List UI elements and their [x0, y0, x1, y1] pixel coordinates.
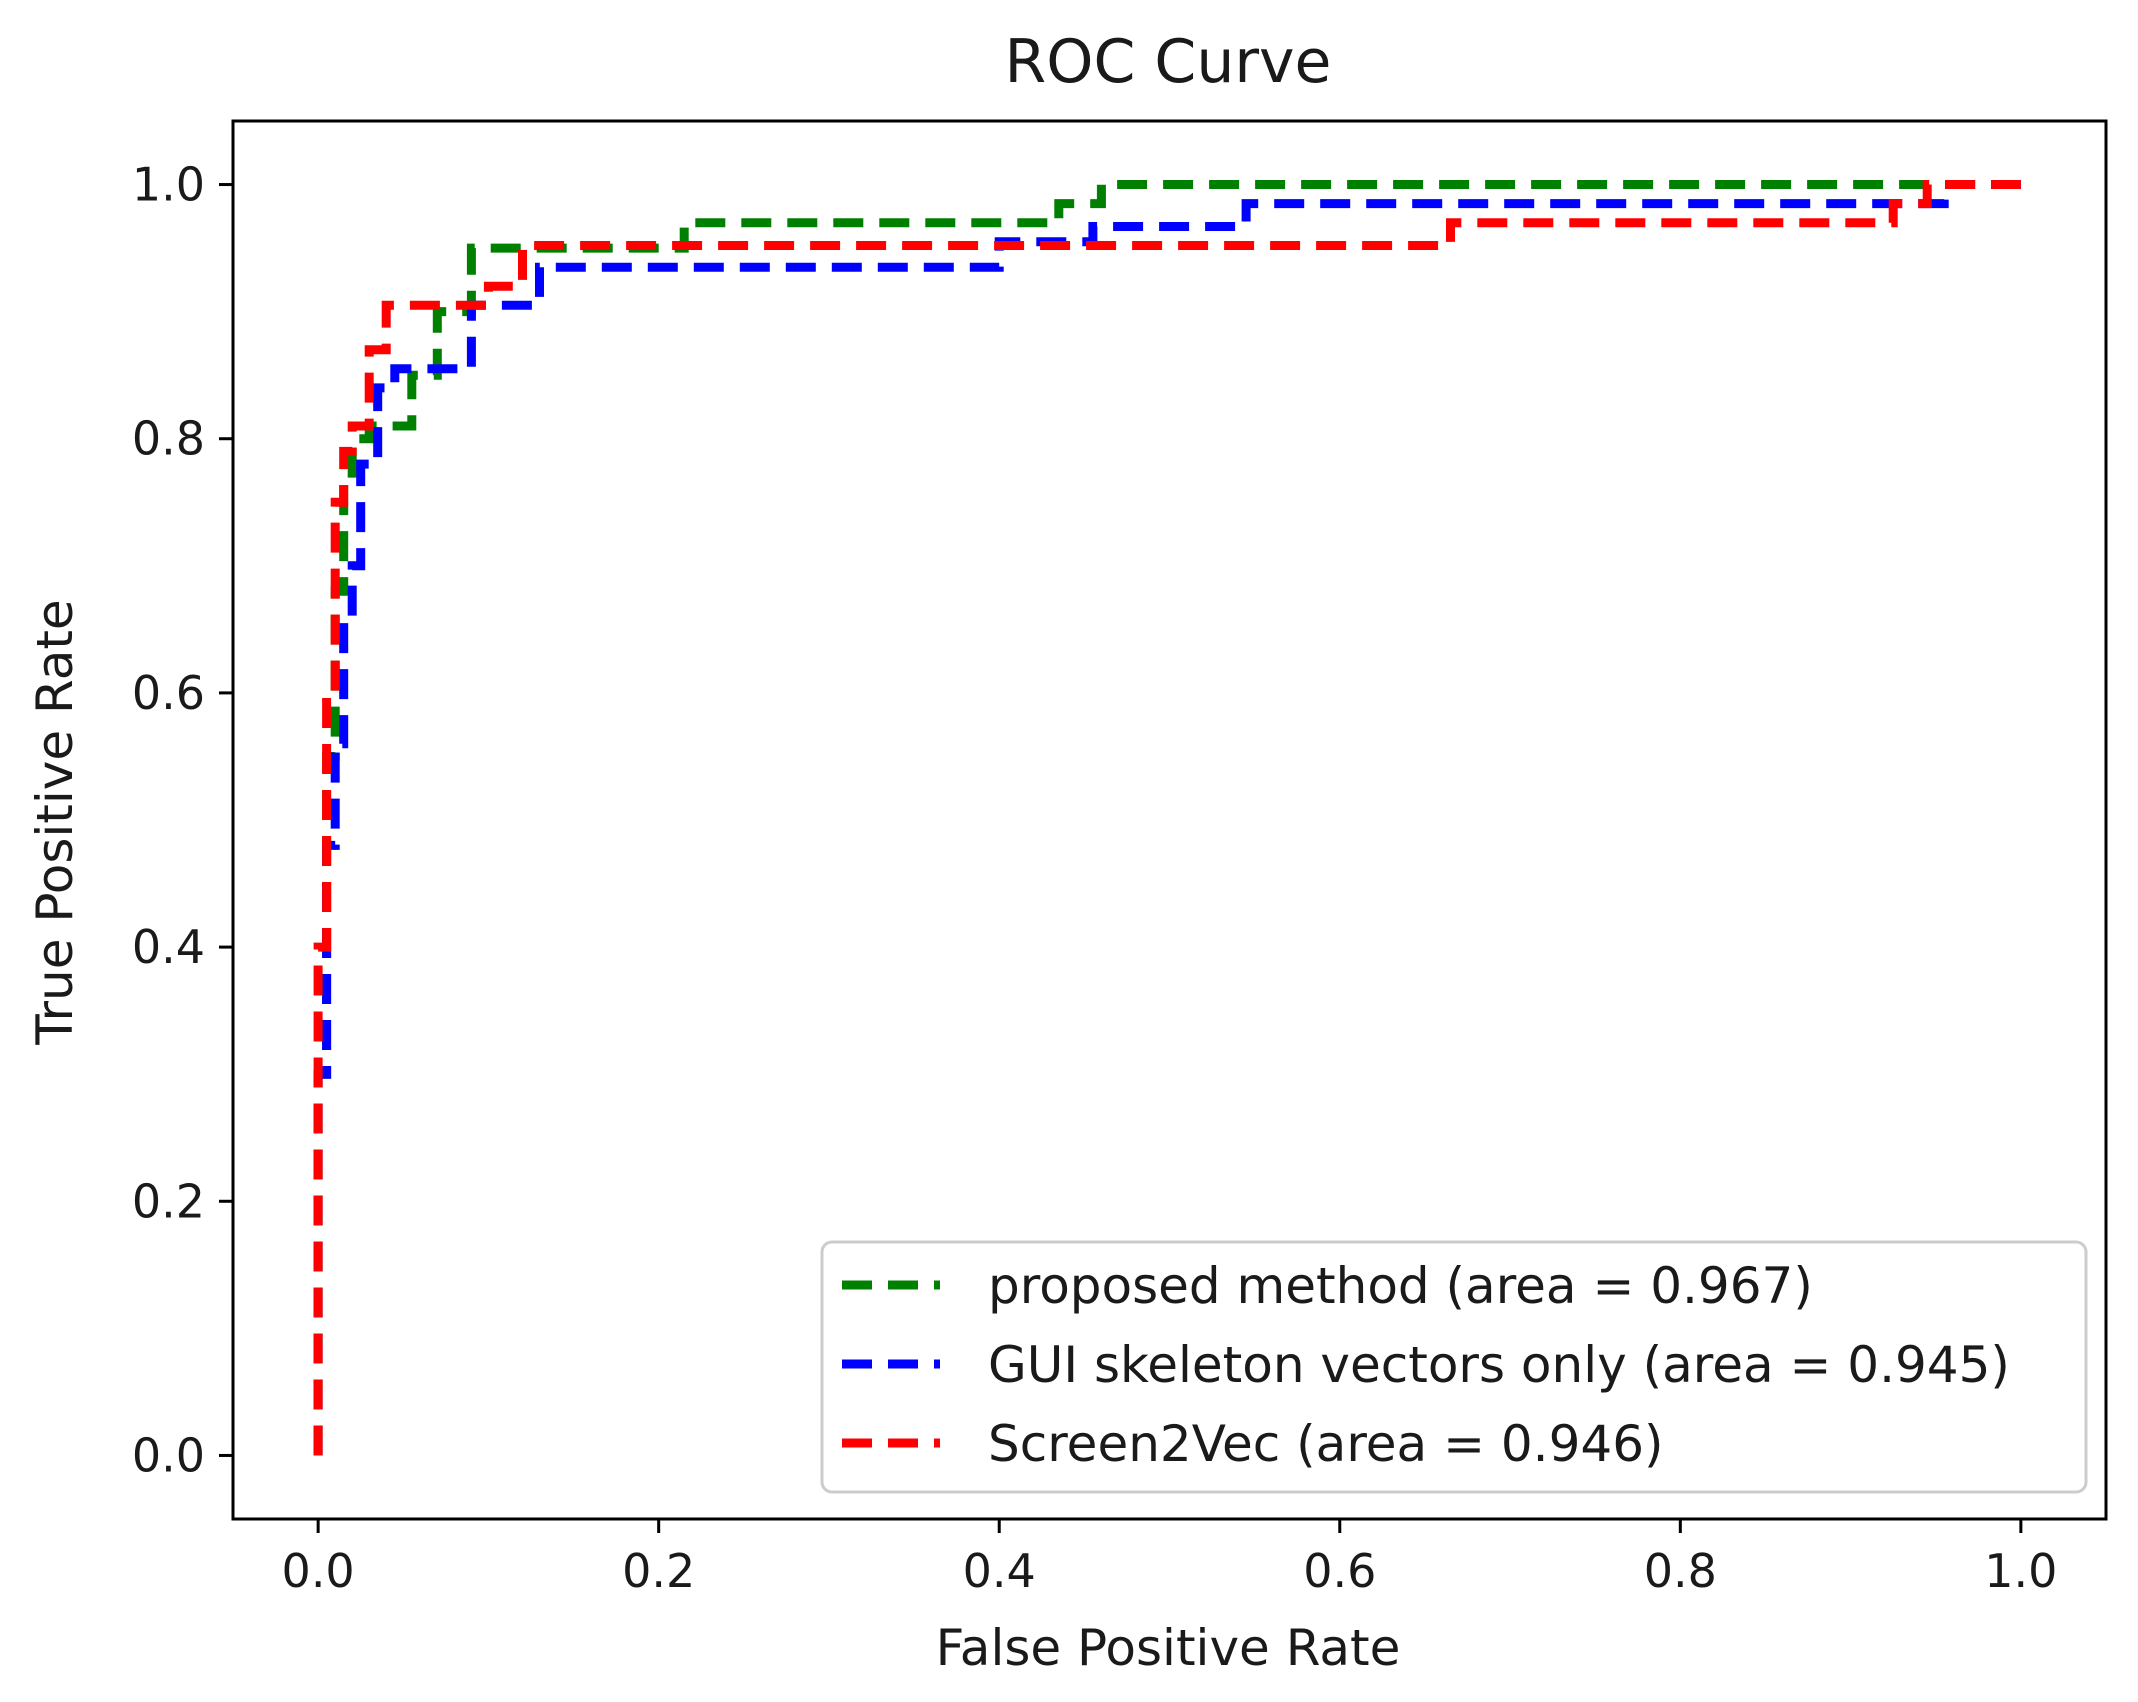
- series-line-2: [313, 180, 2021, 1456]
- legend: proposed method (area = 0.967) GUI skelet…: [820, 1240, 2088, 1494]
- y-tick-label: 0.8: [132, 412, 205, 466]
- legend-label-3: Screen2Vec (area = 0.946): [988, 1415, 1664, 1473]
- y-tick-label: 0.4: [132, 920, 205, 974]
- x-tick-label: 0.8: [1644, 1544, 1717, 1598]
- y-tick-label: 1.0: [132, 158, 205, 212]
- chart-title: ROC Curve: [1005, 27, 1332, 97]
- legend-box: [820, 1240, 2088, 1494]
- plot-area: [313, 180, 2021, 1456]
- series-line-3: [313, 180, 2021, 1456]
- y-axis-label: True Positive Rate: [26, 599, 84, 1045]
- legend-label-2: GUI skeleton vectors only (area = 0.945): [988, 1336, 2010, 1394]
- x-tick-label: 1.0: [1984, 1544, 2057, 1598]
- y-axis: 0.0 0.2 0.4 0.6 0.8 1.0: [132, 158, 233, 1482]
- x-axis-label: False Positive Rate: [936, 1619, 1401, 1677]
- x-axis: 0.0 0.2 0.4 0.6 0.8 1.0: [282, 1519, 2057, 1598]
- x-tick-label: 0.2: [622, 1544, 695, 1598]
- legend-label-1: proposed method (area = 0.967): [988, 1257, 1813, 1315]
- y-tick-label: 0.2: [132, 1174, 205, 1228]
- x-tick-label: 0.4: [963, 1544, 1036, 1598]
- x-tick-label: 0.6: [1303, 1544, 1376, 1598]
- x-tick-label: 0.0: [282, 1544, 355, 1598]
- plot-frame: [231, 119, 2108, 1521]
- y-tick-label: 0.0: [132, 1428, 205, 1482]
- y-tick-label: 0.6: [132, 666, 205, 720]
